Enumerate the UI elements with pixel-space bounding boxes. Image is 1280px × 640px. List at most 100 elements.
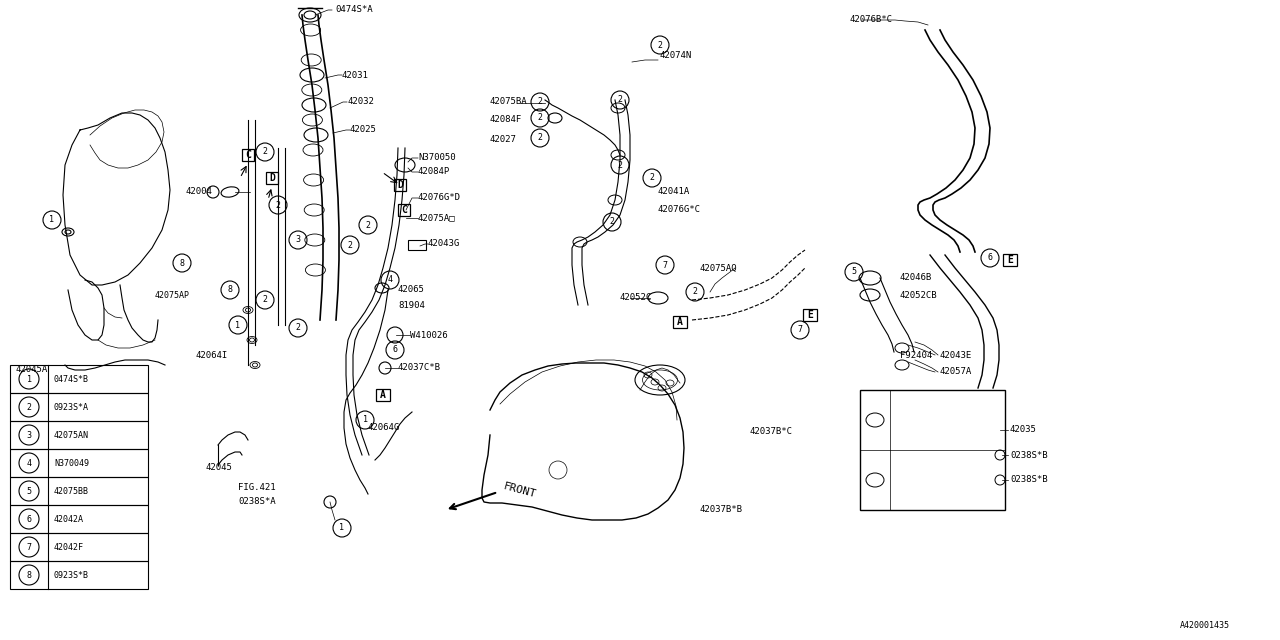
Bar bbox=[242, 149, 253, 161]
Text: E: E bbox=[808, 310, 813, 320]
Bar bbox=[10, 421, 148, 449]
Text: 2: 2 bbox=[538, 113, 543, 122]
Text: C: C bbox=[244, 150, 251, 160]
Text: 6: 6 bbox=[987, 253, 992, 262]
Bar bbox=[10, 449, 148, 477]
Text: 3: 3 bbox=[296, 236, 301, 244]
Text: 5: 5 bbox=[27, 486, 32, 495]
Bar bbox=[1004, 254, 1018, 266]
Text: 42037C*B: 42037C*B bbox=[398, 364, 442, 372]
Text: 42075AN: 42075AN bbox=[54, 431, 90, 440]
Text: 2: 2 bbox=[617, 161, 622, 170]
Text: C: C bbox=[401, 205, 407, 215]
Text: 8: 8 bbox=[228, 285, 233, 294]
Text: 2: 2 bbox=[609, 218, 614, 227]
Text: 0238S*B: 0238S*B bbox=[1010, 451, 1047, 460]
Bar bbox=[10, 365, 148, 393]
Text: 7: 7 bbox=[27, 543, 32, 552]
Text: A420001435: A420001435 bbox=[1180, 621, 1230, 630]
Text: E: E bbox=[1007, 255, 1012, 265]
Bar bbox=[266, 172, 278, 184]
Text: 6: 6 bbox=[27, 515, 32, 524]
Text: 42042A: 42042A bbox=[54, 515, 84, 524]
Text: 6: 6 bbox=[393, 346, 398, 355]
Text: 0923S*B: 0923S*B bbox=[54, 570, 90, 579]
Text: 2: 2 bbox=[617, 95, 622, 104]
Text: A: A bbox=[677, 317, 684, 327]
Text: 2: 2 bbox=[366, 221, 370, 230]
Text: 2: 2 bbox=[649, 173, 654, 182]
Text: D: D bbox=[269, 173, 275, 183]
Text: 42075AP: 42075AP bbox=[155, 291, 189, 300]
Text: 42076B*C: 42076B*C bbox=[850, 15, 893, 24]
Bar bbox=[398, 204, 410, 216]
Text: 42084F: 42084F bbox=[490, 115, 522, 125]
Text: 42064I: 42064I bbox=[195, 351, 228, 360]
Text: N370050: N370050 bbox=[419, 154, 456, 163]
Text: 1: 1 bbox=[27, 374, 32, 383]
Text: 2: 2 bbox=[296, 323, 301, 333]
Text: 42075BA: 42075BA bbox=[490, 97, 527, 106]
Text: 0474S*A: 0474S*A bbox=[335, 6, 372, 15]
Text: 7: 7 bbox=[663, 260, 667, 269]
Bar bbox=[10, 505, 148, 533]
Text: 42084P: 42084P bbox=[419, 168, 451, 177]
Text: D: D bbox=[397, 180, 403, 190]
Text: 2: 2 bbox=[262, 296, 268, 305]
Text: 42043G: 42043G bbox=[428, 239, 461, 248]
Text: 1: 1 bbox=[50, 216, 55, 225]
Text: 2: 2 bbox=[262, 147, 268, 157]
Text: 1: 1 bbox=[362, 415, 367, 424]
Bar bbox=[10, 561, 148, 589]
Text: 42031: 42031 bbox=[342, 70, 369, 79]
Text: 42042F: 42042F bbox=[54, 543, 84, 552]
Text: 42045: 42045 bbox=[205, 463, 232, 472]
Text: 81904: 81904 bbox=[398, 301, 425, 310]
Bar bbox=[860, 390, 1005, 510]
Text: 2: 2 bbox=[538, 134, 543, 143]
Text: F92404: F92404 bbox=[900, 351, 932, 360]
Text: 2: 2 bbox=[27, 403, 32, 412]
Text: 42052CB: 42052CB bbox=[900, 291, 938, 300]
Text: 42032: 42032 bbox=[347, 97, 374, 106]
Text: 0238S*A: 0238S*A bbox=[238, 497, 275, 506]
Text: 42075A□: 42075A□ bbox=[419, 214, 456, 223]
Text: 42052C: 42052C bbox=[620, 294, 653, 303]
Text: FRONT: FRONT bbox=[502, 481, 538, 499]
Text: W410026: W410026 bbox=[410, 330, 448, 339]
Text: 2: 2 bbox=[347, 241, 352, 250]
Text: FIG.421: FIG.421 bbox=[238, 483, 275, 493]
Text: 42037B*B: 42037B*B bbox=[700, 506, 742, 515]
Text: 4: 4 bbox=[27, 458, 32, 467]
Text: 3: 3 bbox=[27, 431, 32, 440]
Text: 42057A: 42057A bbox=[940, 367, 973, 376]
Text: 42064G: 42064G bbox=[369, 424, 401, 433]
Text: 0923S*A: 0923S*A bbox=[54, 403, 90, 412]
Text: 2: 2 bbox=[658, 40, 663, 49]
Text: 42004: 42004 bbox=[186, 188, 212, 196]
Text: 2: 2 bbox=[538, 97, 543, 106]
Text: 2: 2 bbox=[275, 200, 280, 209]
Text: 42045A: 42045A bbox=[15, 365, 47, 374]
Bar bbox=[408, 240, 426, 250]
Text: 42076G*C: 42076G*C bbox=[658, 205, 701, 214]
Text: 4: 4 bbox=[388, 275, 393, 285]
Text: 42027: 42027 bbox=[490, 136, 517, 145]
Text: 1: 1 bbox=[339, 524, 344, 532]
Text: 7: 7 bbox=[797, 326, 803, 335]
Text: A: A bbox=[380, 390, 387, 400]
Text: 2: 2 bbox=[692, 287, 698, 296]
Text: 42035: 42035 bbox=[1010, 426, 1037, 435]
Bar bbox=[10, 477, 148, 505]
Bar bbox=[803, 309, 817, 321]
Bar bbox=[10, 533, 148, 561]
Text: 8: 8 bbox=[27, 570, 32, 579]
Bar bbox=[10, 393, 148, 421]
Text: 42037B*C: 42037B*C bbox=[750, 428, 794, 436]
Text: N370049: N370049 bbox=[54, 458, 90, 467]
Bar bbox=[673, 316, 687, 328]
Text: 42075AQ: 42075AQ bbox=[700, 264, 737, 273]
Text: 8: 8 bbox=[179, 259, 184, 268]
Text: 42074N: 42074N bbox=[660, 51, 692, 60]
Bar bbox=[394, 179, 406, 191]
